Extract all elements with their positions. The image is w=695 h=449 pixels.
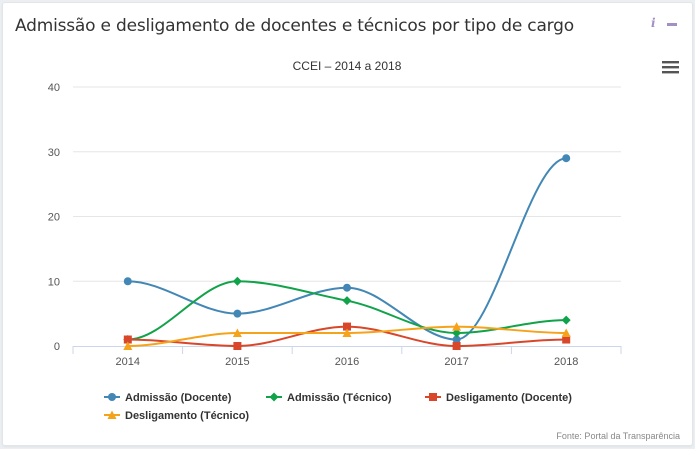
y-tick-label: 40	[48, 82, 60, 94]
x-tick-label: 2015	[225, 356, 249, 368]
data-point	[342, 328, 352, 338]
legend-marker	[108, 393, 116, 401]
series-4	[123, 322, 571, 350]
data-point	[342, 296, 352, 306]
legend-label: Desligamento (Docente)	[446, 392, 572, 404]
data-point	[452, 342, 461, 350]
data-point	[233, 342, 242, 350]
series-3	[123, 322, 571, 350]
info-icon[interactable]: i	[651, 16, 656, 30]
legend-label: Admissão (Docente)	[125, 392, 232, 404]
series-line	[127, 157, 567, 341]
credits-text: Fonte: Portal da Transparência	[556, 431, 680, 441]
card-title: Admissão e desligamento de docentes e té…	[15, 16, 574, 36]
x-tick-label: 2014	[116, 356, 140, 368]
legend-marker	[269, 392, 279, 402]
legend-label: Admissão (Técnico)	[287, 392, 392, 404]
data-point	[562, 335, 571, 344]
data-point	[562, 154, 571, 163]
data-point	[452, 335, 461, 344]
y-tick-label: 30	[48, 147, 60, 159]
legend-label: Desligamento (Técnico)	[125, 410, 249, 422]
data-point	[561, 315, 571, 325]
data-point	[452, 322, 462, 331]
legend-item[interactable]: Desligamento (Técnico)	[104, 410, 249, 422]
legend-item[interactable]: Desligamento (Docente)	[425, 392, 572, 404]
x-tick-label: 2018	[554, 356, 578, 368]
y-tick-label: 20	[48, 212, 60, 224]
y-tick-label: 0	[54, 341, 60, 353]
data-point	[343, 322, 351, 331]
data-point	[343, 283, 351, 292]
minimize-icon[interactable]	[667, 23, 677, 26]
legend-item[interactable]: Admissão (Técnico)	[266, 392, 392, 404]
series-1	[123, 154, 571, 344]
legend-marker	[429, 393, 437, 401]
data-point	[123, 341, 133, 350]
x-tick-label: 2017	[444, 356, 468, 368]
data-point	[232, 276, 242, 286]
legend-marker	[107, 410, 117, 419]
legend: Admissão (Docente) Admissão (Técnico) Desl…	[104, 392, 572, 422]
legend-item[interactable]: Admissão (Docente)	[104, 392, 232, 404]
data-point	[123, 277, 132, 286]
chart-title: CCEI – 2014 a 2018	[293, 59, 402, 73]
data-point	[452, 328, 462, 338]
hamburger-menu-icon[interactable]	[662, 61, 679, 74]
axes: 0 10 20 30 40 2014 2015 2016 2017 2018	[48, 82, 622, 368]
y-tick-label: 10	[48, 276, 60, 288]
data-point	[561, 328, 571, 338]
grid-lines	[73, 86, 621, 282]
data-point	[232, 328, 242, 338]
series-group	[123, 154, 571, 350]
data-point	[233, 309, 242, 318]
data-point	[123, 335, 132, 344]
x-tick-label: 2016	[335, 356, 359, 368]
